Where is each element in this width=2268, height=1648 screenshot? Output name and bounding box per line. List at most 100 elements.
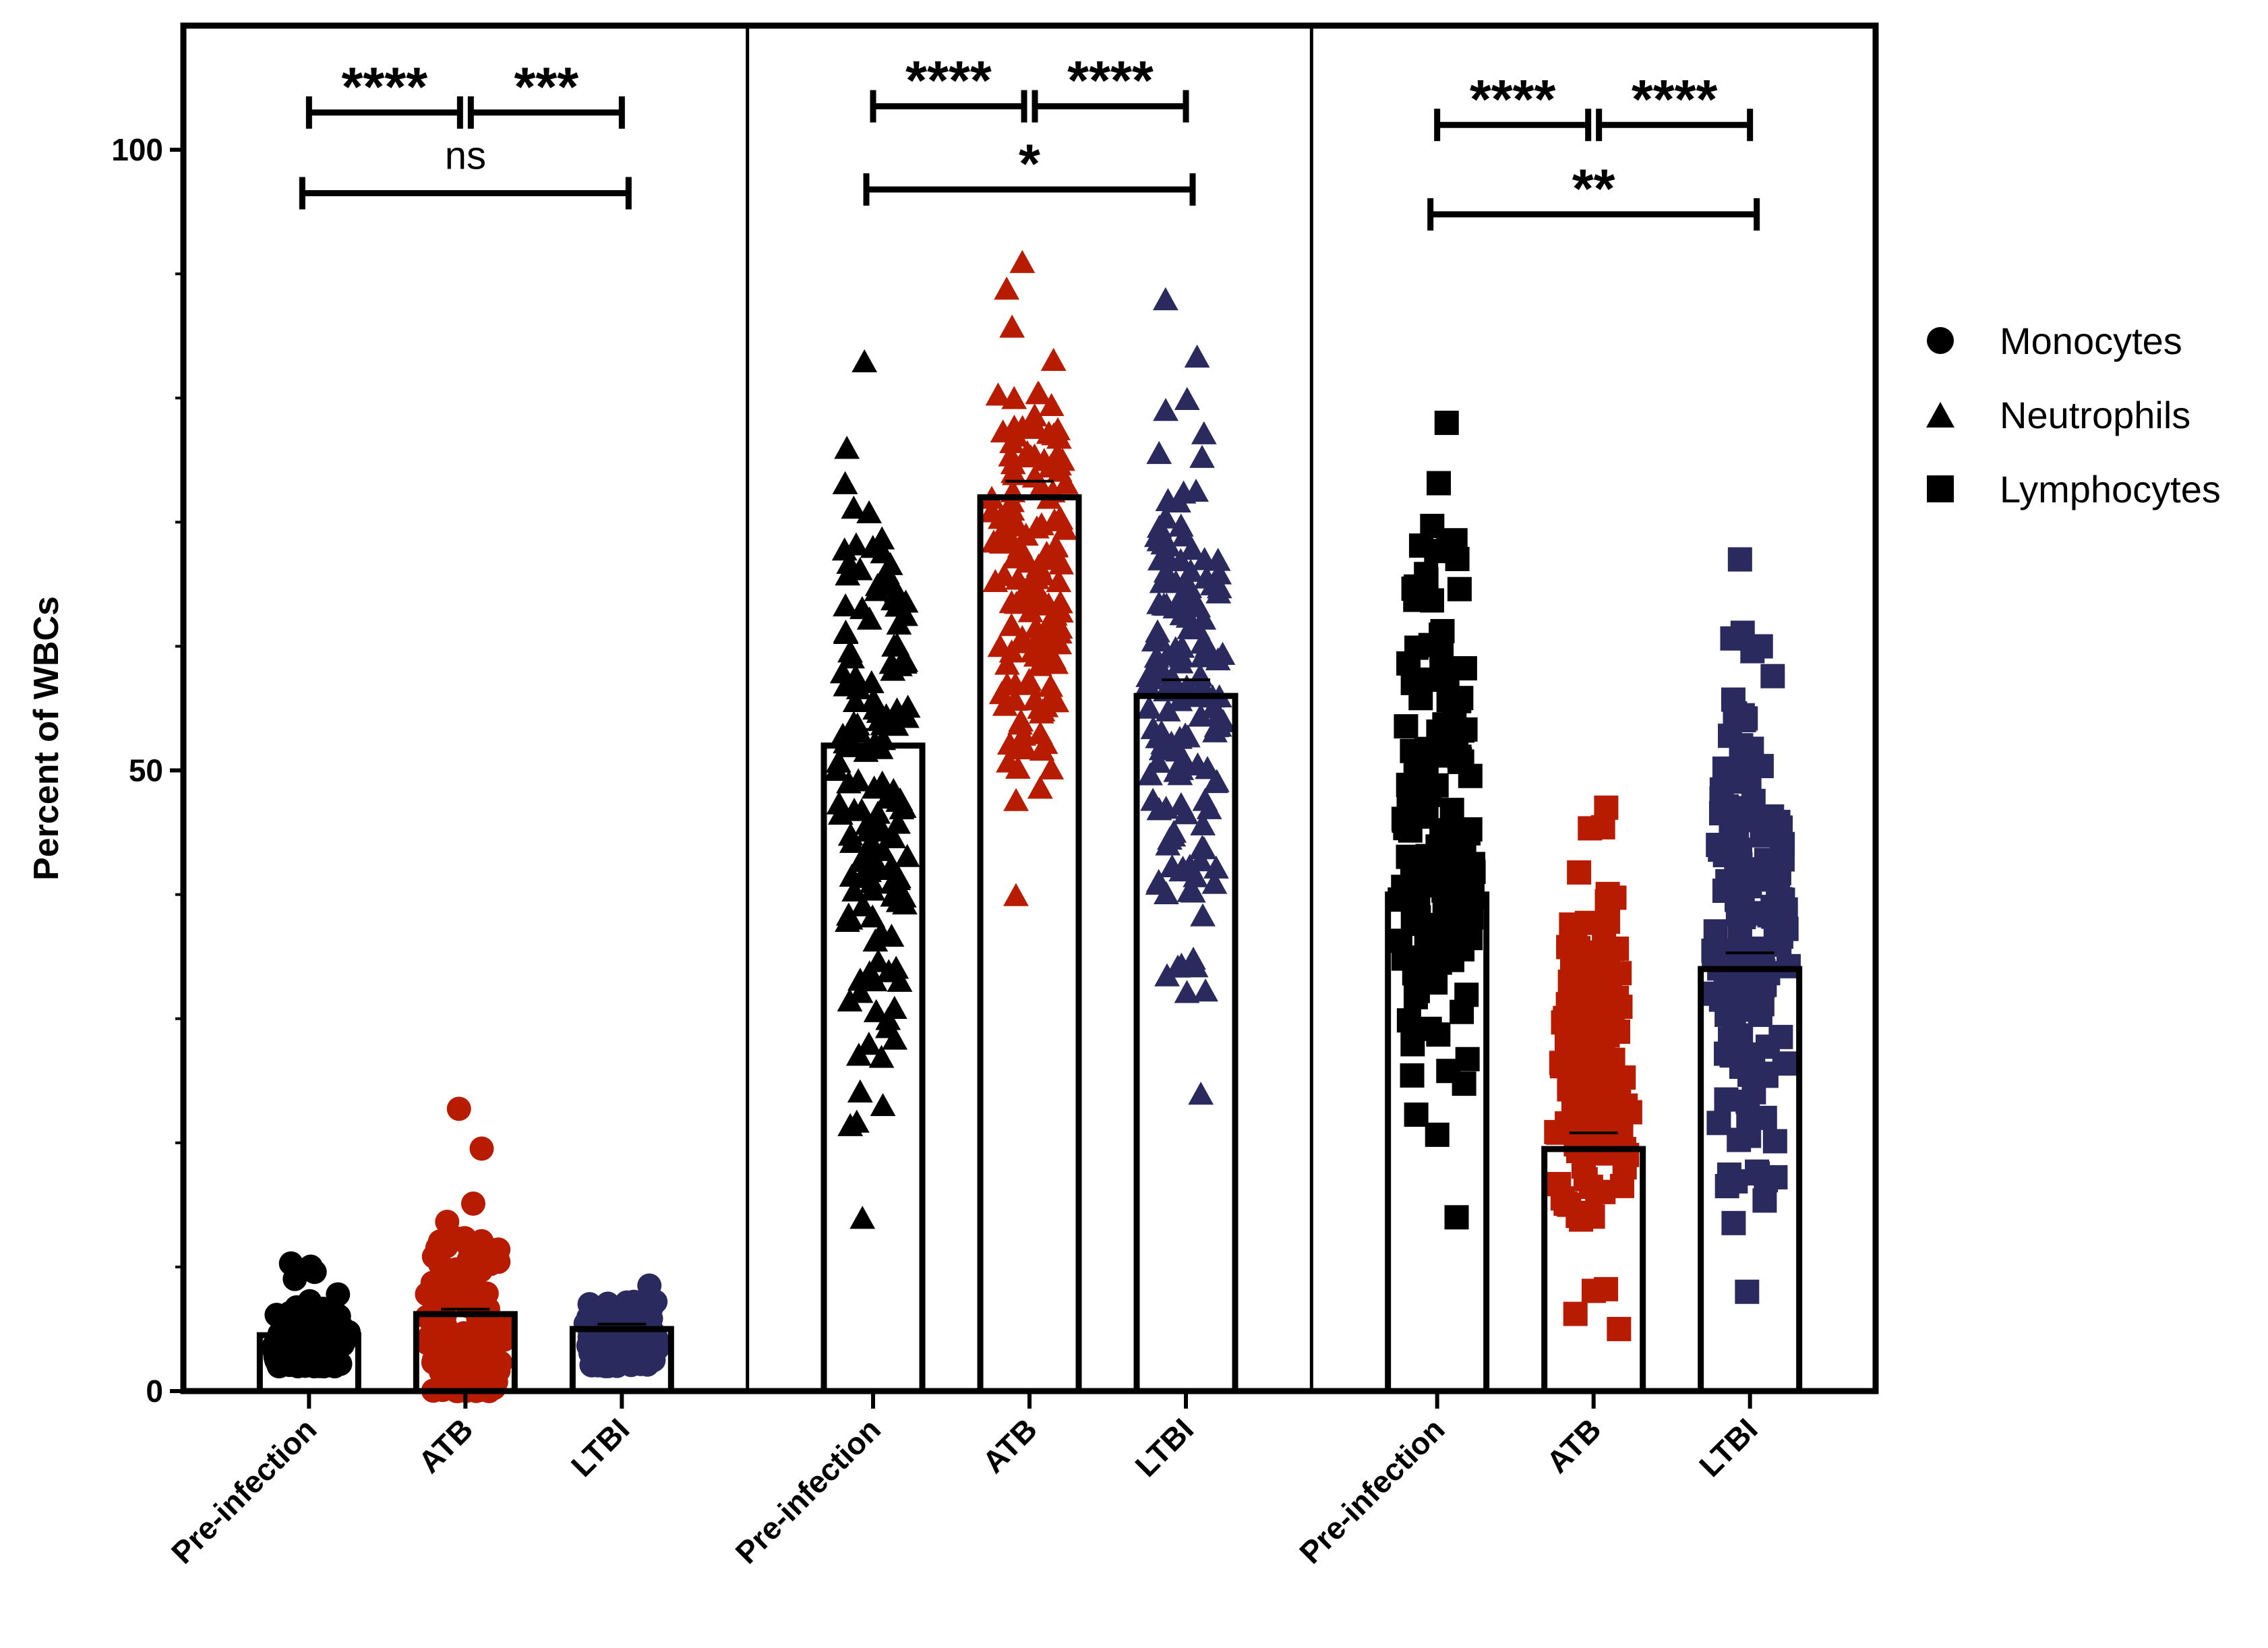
data-point (1174, 724, 1201, 748)
data-point (836, 770, 862, 794)
data-point (1452, 1071, 1476, 1096)
data-point (1168, 650, 1194, 674)
data-point (1040, 347, 1067, 372)
data-point (1760, 664, 1785, 688)
data-point (869, 770, 895, 794)
data-point (837, 906, 864, 930)
data-point (1426, 1022, 1451, 1047)
data-point (1193, 978, 1218, 1002)
data-point (644, 1326, 669, 1351)
data-point (1176, 616, 1203, 639)
data-point (428, 1252, 453, 1277)
significance-bracket: **** (305, 57, 463, 129)
data-point (433, 1229, 458, 1254)
data-point (1044, 689, 1070, 713)
data-point (1559, 912, 1584, 937)
data-point (1396, 1008, 1421, 1033)
data-point (1005, 755, 1031, 779)
data-point (469, 1136, 494, 1161)
data-point (1741, 788, 1766, 813)
data-point (1404, 635, 1429, 660)
data-point (1174, 386, 1200, 411)
data-point (1595, 881, 1620, 906)
data-point (1425, 1122, 1450, 1147)
data-point (1393, 816, 1418, 841)
data-point (1591, 1179, 1616, 1204)
data-point (460, 1191, 485, 1216)
y-tick-label: 100 (111, 132, 163, 167)
data-point (1146, 797, 1172, 821)
data-point (1015, 550, 1041, 573)
data-point (1154, 593, 1180, 616)
data-point (1549, 1051, 1574, 1076)
data-point (476, 1363, 501, 1388)
data-point (1752, 1105, 1777, 1130)
legend-item: Monocytes (1927, 320, 2182, 362)
data-point (1185, 752, 1211, 775)
data-point (1768, 887, 1793, 912)
data-point (446, 1096, 471, 1121)
data-point (1400, 861, 1425, 886)
data-point (863, 999, 889, 1022)
data-point (1201, 871, 1228, 894)
significance-bracket: **** (1434, 69, 1592, 142)
significance-label: **** (1470, 69, 1556, 130)
data-point (864, 578, 890, 601)
data-point (1429, 819, 1454, 844)
data-point (483, 1332, 508, 1357)
data-point (1021, 571, 1047, 595)
data-point (1035, 612, 1061, 635)
data-point (1190, 812, 1216, 835)
data-point (1452, 829, 1476, 854)
legend-item: Neutrophils (1926, 394, 2190, 436)
data-point (1146, 440, 1172, 465)
data-point (1188, 1082, 1214, 1105)
data-point (998, 613, 1025, 637)
data-point (841, 878, 867, 902)
data-point (1021, 403, 1048, 427)
data-point (1009, 249, 1036, 273)
data-point (1145, 749, 1172, 773)
data-point (1718, 1036, 1743, 1061)
data-point (1168, 548, 1194, 572)
data-point (1434, 411, 1459, 436)
data-point (1143, 524, 1170, 548)
data-point (420, 1270, 445, 1295)
data-point (985, 382, 1011, 406)
y-axis-title: Percent of WBCs (27, 596, 66, 881)
data-point (1181, 946, 1206, 970)
data-point (1720, 626, 1745, 651)
significance-bracket: **** (1032, 51, 1189, 123)
data-point (1394, 714, 1419, 739)
data-point (274, 1333, 299, 1358)
data-point (1578, 816, 1603, 841)
data-point (1170, 746, 1196, 769)
data-point (1710, 800, 1735, 825)
data-point (1025, 381, 1052, 405)
data-point (1709, 777, 1734, 802)
data-point (1038, 392, 1065, 417)
data-point (835, 562, 861, 586)
significance-label: ns (445, 134, 486, 178)
data-point (264, 1303, 289, 1328)
data-point (467, 1249, 492, 1274)
data-point (1563, 1301, 1588, 1326)
data-point (999, 314, 1025, 338)
data-point (1189, 444, 1215, 468)
data-point (849, 595, 875, 620)
data-point (1145, 871, 1171, 895)
data-point (842, 688, 868, 713)
data-point (628, 1351, 653, 1376)
data-point (1737, 1062, 1762, 1087)
data-point (1043, 651, 1069, 674)
data-point (868, 1044, 895, 1068)
data-point (577, 1292, 602, 1317)
data-point (1403, 984, 1428, 1009)
data-point (1145, 619, 1170, 643)
data-point (1729, 733, 1754, 758)
data-point (1162, 636, 1189, 659)
data-point (847, 968, 873, 991)
data-point (870, 818, 896, 842)
data-point (832, 471, 858, 494)
legend-label: Neutrophils (2000, 394, 2190, 436)
